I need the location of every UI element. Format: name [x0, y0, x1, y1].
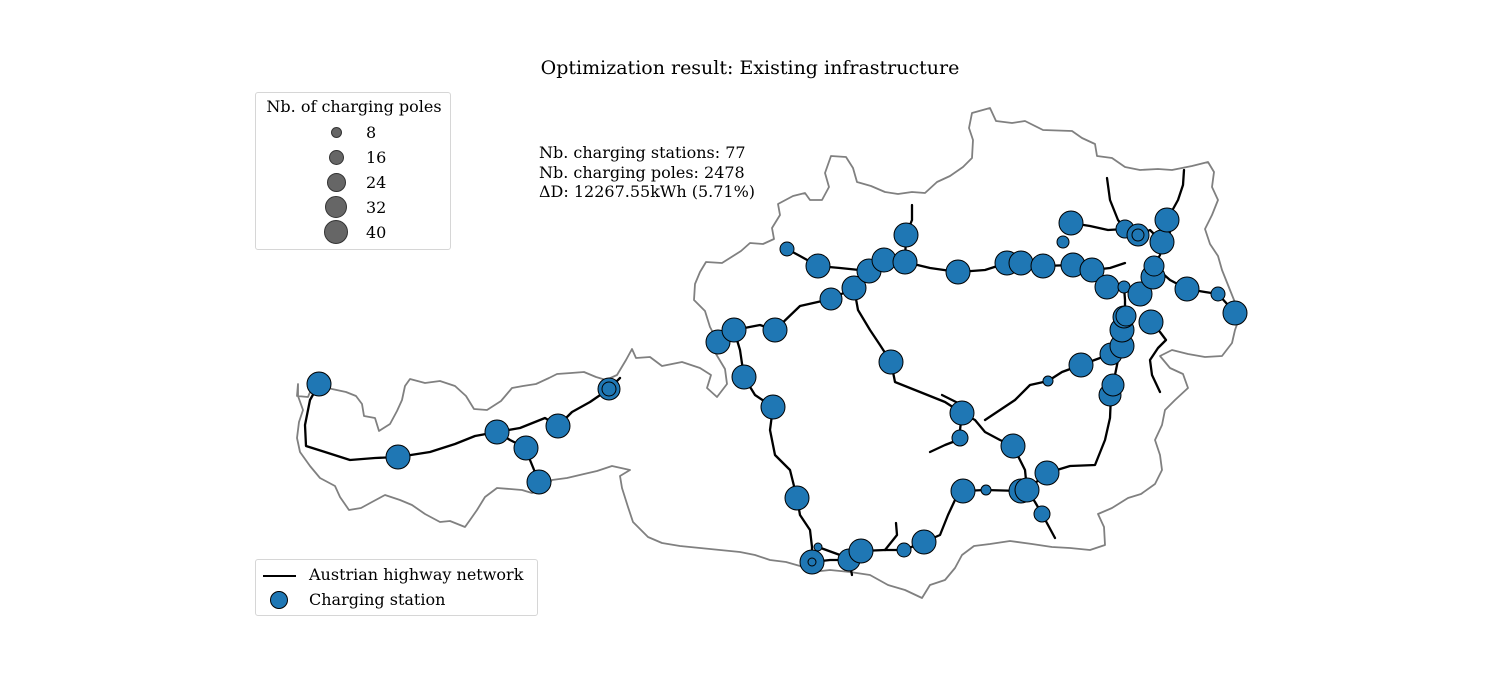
poles-size-legend: Nb. of charging poles 8 16 24 32 40 [255, 92, 451, 250]
charging-station-marker [813, 542, 823, 552]
charging-station-marker [950, 478, 976, 504]
poles-legend-label: 16 [366, 148, 387, 167]
charging-station-marker [1033, 505, 1051, 523]
network-legend: Austrian highway network Charging statio… [255, 559, 538, 616]
poles-legend-title: Nb. of charging poles [266, 97, 442, 116]
charging-station-marker [896, 542, 912, 558]
charging-station-marker [1030, 253, 1056, 279]
stat-delta-d: ΔD: 12267.55kWh (5.71%) [539, 182, 756, 201]
charging-station-marker [841, 275, 867, 301]
poles-legend-entry: 8 [256, 120, 452, 145]
charging-station-marker [1058, 210, 1084, 236]
poles-legend-entry: 24 [256, 170, 452, 195]
charging-station-marker [951, 429, 969, 447]
charging-station-marker [760, 394, 786, 420]
charging-station-marker [484, 419, 510, 445]
charging-station-marker [526, 469, 552, 495]
charging-station-marker [1210, 286, 1226, 302]
highway-legend-label: Austrian highway network [309, 565, 524, 584]
poles-legend-label: 40 [366, 223, 387, 242]
charging-station-marker [1143, 255, 1165, 277]
size-marker [331, 127, 342, 138]
legend-entry-station: Charging station [256, 587, 539, 612]
charging-station-marker [306, 371, 332, 397]
charging-station-marker [1056, 235, 1070, 249]
charging-station-marker [1127, 281, 1153, 307]
charging-station-marker [848, 538, 874, 564]
charging-station-marker [1149, 229, 1175, 255]
charging-stations [306, 207, 1248, 575]
charging-station-marker [762, 317, 788, 343]
poles-legend-entry: 16 [256, 145, 452, 170]
charging-station-marker [1079, 257, 1105, 283]
austria-border [296, 107, 1241, 599]
size-marker [324, 220, 348, 244]
charging-station-marker [513, 435, 539, 461]
charging-station-marker [819, 287, 843, 311]
charging-station-marker [949, 400, 975, 426]
charging-station-marker [784, 485, 810, 511]
charging-station-marker [1000, 433, 1026, 459]
poles-legend-entry: 40 [256, 220, 452, 245]
station-legend-label: Charging station [309, 590, 446, 609]
charging-station-marker [980, 484, 992, 496]
station-marker-swatch [270, 591, 288, 609]
legend-entry-highway: Austrian highway network [256, 562, 539, 587]
charging-station-marker [545, 413, 571, 439]
size-marker [327, 173, 346, 192]
charging-station-marker [945, 259, 971, 285]
charging-station-marker [1094, 274, 1120, 300]
charging-station-marker [1154, 207, 1180, 233]
charging-station-marker [1042, 375, 1054, 387]
charging-station-marker [871, 247, 897, 273]
charging-station-marker [911, 529, 937, 555]
poles-legend-label: 8 [366, 123, 377, 142]
charging-station-marker [1008, 250, 1034, 276]
charging-station-marker [1174, 276, 1200, 302]
charging-station-marker [721, 317, 747, 343]
stat-stations: Nb. charging stations: 77 [539, 143, 746, 162]
charging-station-marker [1014, 477, 1040, 503]
charging-station-marker-overlap [807, 557, 817, 567]
charging-station-marker [779, 241, 795, 257]
stats-annotation: Nb. charging stations: 77 Nb. charging p… [539, 143, 755, 202]
stat-poles: Nb. charging poles: 2478 [539, 162, 745, 182]
charging-station-marker [1034, 460, 1060, 486]
poles-legend-entry: 32 [256, 195, 452, 220]
charging-station-marker [1068, 352, 1094, 378]
charging-station-marker [385, 444, 411, 470]
charging-station-marker [1101, 373, 1125, 397]
size-marker [325, 196, 347, 218]
charging-station-marker [1222, 300, 1248, 326]
charging-station-marker [1115, 305, 1137, 327]
charging-station-marker [893, 222, 919, 248]
charging-station-marker-overlap [601, 381, 617, 397]
charging-station-marker [1138, 309, 1164, 335]
charging-station-marker-overlap [1131, 228, 1145, 242]
charging-station-marker [731, 364, 757, 390]
charging-station-marker [892, 249, 918, 275]
size-marker [329, 150, 344, 165]
highway-line-swatch [263, 575, 296, 577]
poles-legend-label: 32 [366, 198, 387, 217]
poles-legend-label: 24 [366, 173, 387, 192]
map-title: Optimization result: Existing infrastruc… [540, 57, 960, 79]
charging-station-marker [878, 349, 904, 375]
charging-station-marker [805, 253, 831, 279]
